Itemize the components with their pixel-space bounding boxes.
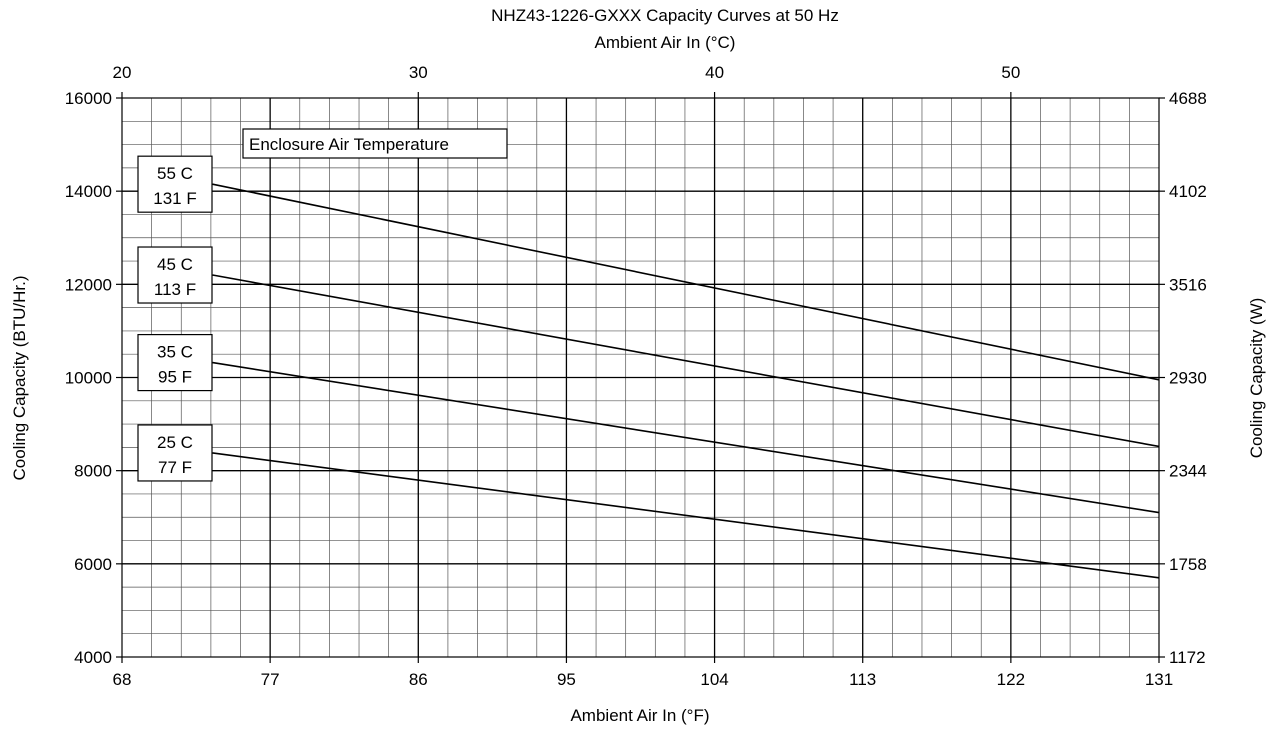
- series-label-box: 25 C 77 F: [137, 424, 213, 482]
- series-line: [212, 183, 1160, 381]
- series-label-celsius: 55 C: [157, 164, 193, 183]
- x2-tick-label: 20: [113, 63, 132, 82]
- series-lines: [212, 183, 1160, 579]
- chart-title: NHZ43-1226-GXXX Capacity Curves at 50 Hz: [491, 6, 839, 25]
- series-labels: 55 C 131 F 45 C 113 F 35 C 95 F 25 C 77 F: [137, 155, 213, 482]
- x2-tick-label: 30: [409, 63, 428, 82]
- x2-tick-label: 50: [1001, 63, 1020, 82]
- series-label-frame: [137, 246, 213, 304]
- x-tick-label: 131: [1145, 670, 1173, 689]
- major-grid: [122, 98, 1159, 657]
- top-axis-label: Ambient Air In (°C): [595, 33, 736, 52]
- x-tick-label: 77: [261, 670, 280, 689]
- series-label-fahrenheit: 95 F: [158, 368, 192, 387]
- x2-tick-label: 40: [705, 63, 724, 82]
- x-tick-label: 95: [557, 670, 576, 689]
- series-line: [212, 361, 1160, 514]
- y-tick-label: 6000: [74, 555, 112, 574]
- y2-tick-label: 1172: [1169, 648, 1206, 667]
- series-label-box: 45 C 113 F: [137, 246, 213, 304]
- series-label-box: 35 C 95 F: [137, 333, 213, 392]
- series-line: [212, 274, 1160, 448]
- series-label-celsius: 35 C: [157, 343, 193, 362]
- y-tick-label: 12000: [65, 275, 112, 294]
- y-tick-label: 14000: [65, 182, 112, 201]
- y2-tick-label: 2930: [1169, 369, 1207, 388]
- x-tick-label: 122: [997, 670, 1025, 689]
- series-label-frame: [137, 333, 213, 392]
- series-line: [212, 452, 1160, 579]
- series-label-fahrenheit: 131 F: [153, 189, 196, 208]
- legend-title: Enclosure Air Temperature: [249, 135, 449, 154]
- right-axis-label: Cooling Capacity (W): [1247, 298, 1266, 459]
- x-tick-label: 86: [409, 670, 428, 689]
- series-label-box: 55 C 131 F: [137, 155, 213, 213]
- tick-marks: [116, 92, 1165, 663]
- x-tick-label: 113: [849, 670, 876, 689]
- series-label-frame: [137, 155, 213, 213]
- y2-tick-label: 4102: [1169, 182, 1207, 201]
- x-tick-label: 104: [700, 670, 728, 689]
- left-axis-label: Cooling Capacity (BTU/Hr.): [10, 275, 29, 480]
- y2-tick-label: 1758: [1169, 555, 1207, 574]
- y2-tick-label: 4688: [1169, 89, 1207, 108]
- y2-tick-label: 3516: [1169, 275, 1207, 294]
- y-tick-label: 8000: [74, 462, 112, 481]
- y-tick-label: 4000: [74, 648, 112, 667]
- series-label-celsius: 45 C: [157, 255, 193, 274]
- y2-tick-label: 2344: [1169, 462, 1207, 481]
- series-label-celsius: 25 C: [157, 433, 193, 452]
- bottom-axis-label: Ambient Air In (°F): [570, 706, 709, 725]
- series-label-fahrenheit: 113 F: [154, 280, 196, 299]
- y-tick-label: 10000: [65, 369, 112, 388]
- tick-labels: 68 77 86 95 104 113 122 131 4000 6000 8000 10000 120…: [65, 63, 1207, 689]
- series-label-fahrenheit: 77 F: [158, 458, 192, 477]
- x-tick-label: 68: [113, 670, 132, 689]
- series-label-frame: [137, 424, 213, 482]
- legend-title-box: Enclosure Air Temperature: [242, 128, 508, 159]
- y-tick-label: 16000: [65, 89, 112, 108]
